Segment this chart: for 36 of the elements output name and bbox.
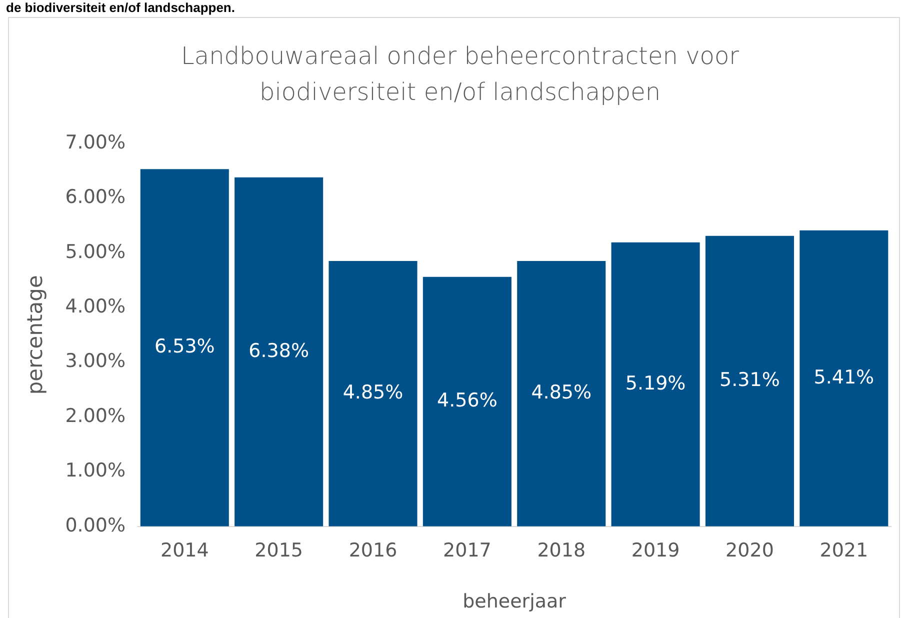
text: de biodiversiteit en/of landschappen. — [6, 0, 235, 15]
bar — [705, 236, 794, 526]
data-label: 5.19% — [625, 372, 686, 394]
y-tick-label: 1.00% — [65, 460, 126, 482]
x-tick-label: 2015 — [254, 540, 304, 562]
x-axis-title: beheerjaar — [462, 590, 566, 613]
bar — [611, 242, 700, 526]
x-tick-label: 2018 — [537, 540, 586, 562]
data-label: 5.41% — [814, 366, 874, 388]
data-label: 5.31% — [720, 369, 780, 392]
x-tick-label: 2019 — [631, 540, 680, 562]
x-tick-label: 2020 — [726, 540, 774, 562]
data-label: 4.56% — [437, 390, 498, 412]
y-tick-label: 6.00% — [65, 186, 126, 208]
data-label: 6.53% — [154, 336, 215, 358]
data-label: 4.85% — [342, 382, 404, 404]
chart-title: Landbouwareaal onder beheercontracten voor biodiversiteit en/of landschappen — [180, 41, 740, 108]
x-tick-label: 2016 — [348, 540, 398, 562]
y-tick-label: 4.00% — [65, 295, 126, 318]
y-tick-label: 2.00% — [65, 404, 126, 427]
x-tick-label: 2017 — [443, 540, 492, 562]
x-tick-label: 2014 — [160, 540, 209, 562]
bar — [234, 177, 324, 526]
data-label: 6.38% — [248, 340, 310, 362]
bar — [328, 261, 418, 526]
x-tick-label: 2021 — [820, 540, 868, 562]
bar — [517, 261, 606, 526]
bar — [140, 169, 229, 526]
y-axis-title: percentage — [23, 275, 48, 395]
y-tick-label: 7.00% — [65, 131, 126, 154]
bar — [800, 230, 888, 526]
y-tick-label: 3.00% — [65, 350, 126, 372]
data-label: 4.85% — [531, 382, 592, 404]
bar — [422, 276, 512, 526]
y-tick-label: 0.00% — [65, 514, 126, 536]
y-tick-label: 5.00% — [65, 240, 126, 263]
